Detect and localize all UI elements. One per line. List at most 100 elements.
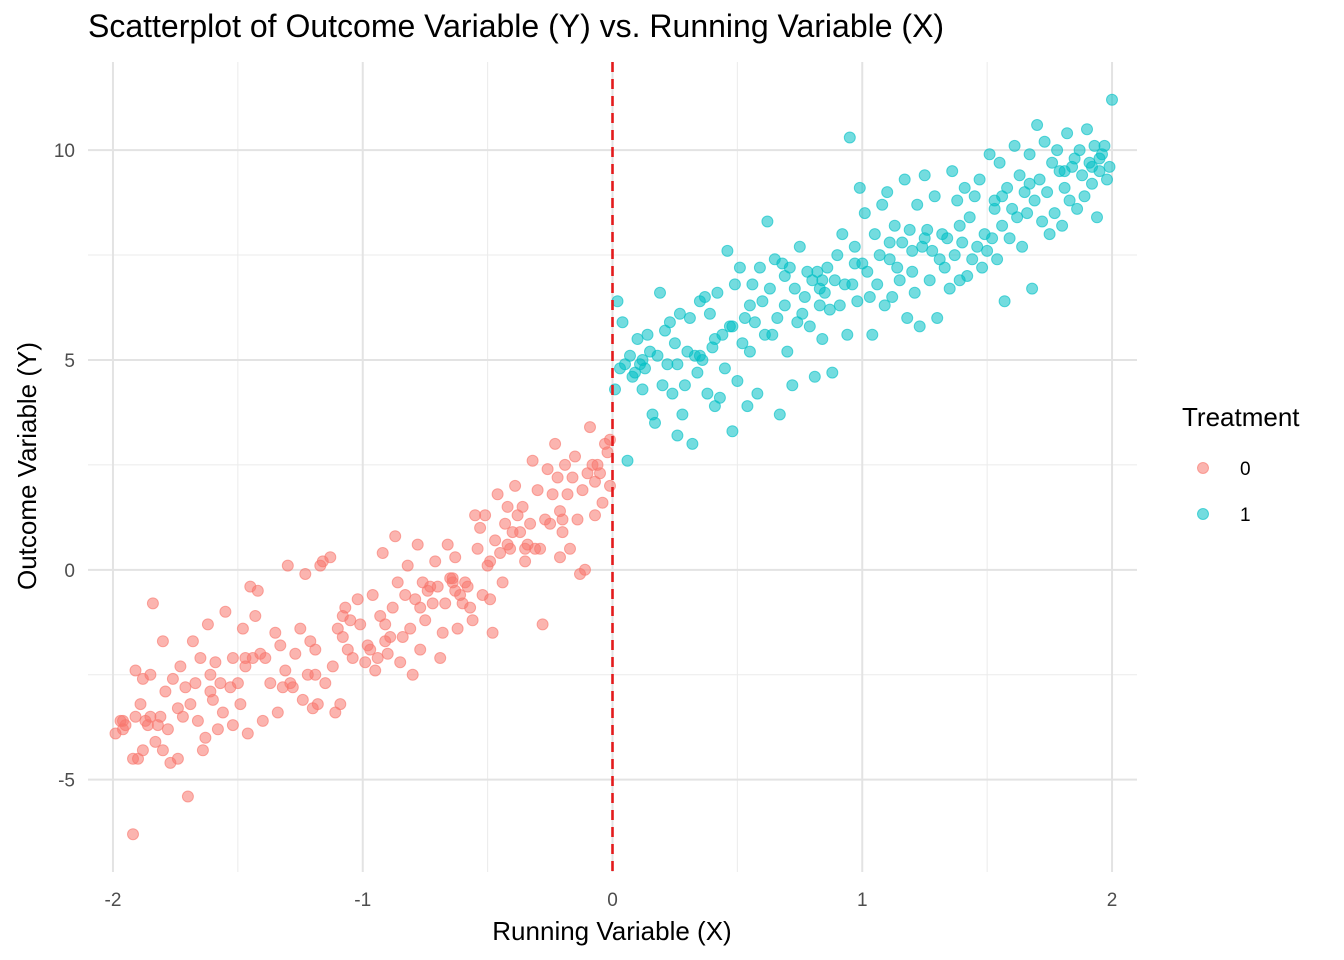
data-point-treatment-0 — [584, 421, 596, 434]
data-point-treatment-1 — [848, 240, 861, 253]
data-point-treatment-1 — [663, 316, 676, 329]
data-point-treatment-1 — [988, 202, 1001, 215]
data-point-treatment-1 — [743, 299, 756, 312]
data-point-treatment-0 — [354, 618, 367, 631]
data-point-treatment-1 — [778, 270, 791, 282]
scatter-points — [109, 93, 1118, 841]
data-point-treatment-0 — [379, 618, 392, 631]
data-point-treatment-1 — [1048, 207, 1061, 220]
data-point-treatment-0 — [174, 660, 187, 673]
data-point-treatment-1 — [671, 429, 684, 442]
data-point-treatment-1 — [761, 215, 774, 228]
data-point-treatment-1 — [738, 312, 751, 324]
data-point-treatment-1 — [1041, 186, 1054, 199]
data-point-treatment-1 — [958, 181, 971, 194]
data-point-treatment-0 — [214, 677, 227, 690]
data-point-treatment-0 — [394, 656, 407, 669]
data-point-treatment-1 — [726, 425, 739, 438]
data-point-treatment-0 — [171, 752, 184, 765]
data-point-treatment-1 — [883, 236, 896, 249]
data-point-treatment-1 — [1051, 144, 1064, 157]
x-tick-label: 2 — [1107, 890, 1118, 911]
x-axis-ticks: -2 -1 0 1 2 — [105, 890, 1118, 911]
data-point-treatment-0 — [571, 513, 584, 526]
data-point-treatment-0 — [181, 790, 194, 803]
data-point-treatment-1 — [796, 307, 809, 320]
data-point-treatment-1 — [781, 345, 794, 358]
data-point-treatment-0 — [446, 572, 459, 585]
data-point-treatment-0 — [319, 677, 332, 690]
data-point-treatment-1 — [624, 349, 636, 362]
legend-swatch-1 — [1197, 508, 1209, 520]
data-point-treatment-0 — [189, 677, 202, 690]
data-point-treatment-0 — [226, 719, 239, 732]
data-point-treatment-1 — [903, 223, 916, 236]
data-point-treatment-0 — [491, 488, 504, 501]
legend-swatch-0 — [1197, 462, 1209, 474]
data-point-treatment-1 — [671, 358, 684, 371]
data-point-treatment-0 — [129, 710, 142, 723]
x-tick-label: 0 — [607, 890, 618, 911]
data-point-treatment-0 — [381, 647, 394, 660]
data-point-treatment-1 — [691, 366, 704, 379]
data-point-treatment-1 — [676, 408, 689, 421]
data-point-treatment-0 — [441, 538, 454, 551]
data-point-treatment-0 — [371, 652, 384, 664]
data-point-treatment-0 — [241, 727, 254, 740]
data-point-treatment-1 — [821, 261, 834, 274]
data-point-treatment-0 — [334, 698, 347, 711]
data-point-treatment-0 — [379, 635, 392, 648]
data-point-treatment-0 — [159, 685, 172, 698]
data-point-treatment-0 — [336, 610, 349, 622]
data-point-treatment-0 — [566, 471, 579, 484]
data-point-treatment-0 — [399, 589, 412, 601]
data-point-treatment-0 — [256, 714, 269, 727]
data-point-treatment-0 — [536, 618, 549, 631]
data-point-treatment-0 — [194, 652, 207, 664]
data-point-treatment-0 — [501, 500, 514, 513]
data-point-treatment-0 — [156, 744, 169, 757]
data-point-treatment-0 — [486, 626, 499, 639]
data-point-treatment-1 — [1026, 282, 1039, 295]
data-point-treatment-1 — [751, 387, 764, 400]
data-point-treatment-1 — [733, 261, 746, 274]
data-point-treatment-1 — [1093, 152, 1106, 165]
y-tick-label: 10 — [54, 141, 75, 162]
data-point-treatment-1 — [998, 295, 1011, 308]
data-point-treatment-1 — [896, 236, 909, 249]
data-point-treatment-1 — [1016, 240, 1029, 253]
data-point-treatment-1 — [948, 249, 961, 262]
data-point-treatment-1 — [1073, 144, 1086, 157]
data-point-treatment-0 — [144, 668, 157, 681]
data-point-treatment-1 — [778, 299, 791, 312]
data-point-treatment-1 — [841, 328, 854, 341]
data-point-treatment-0 — [364, 643, 377, 656]
data-point-treatment-1 — [853, 181, 866, 194]
data-point-treatment-0 — [324, 551, 337, 564]
data-point-treatment-0 — [196, 744, 209, 757]
data-point-treatment-1 — [996, 219, 1009, 232]
data-point-treatment-1 — [1036, 215, 1049, 228]
data-point-treatment-1 — [718, 362, 731, 375]
data-point-treatment-1 — [746, 278, 759, 291]
data-point-treatment-1 — [876, 198, 889, 211]
data-point-treatment-0 — [236, 622, 249, 635]
data-point-treatment-1 — [968, 190, 981, 203]
data-point-treatment-0 — [209, 656, 222, 669]
data-point-treatment-1 — [1076, 169, 1089, 182]
data-point-treatment-0 — [429, 555, 442, 568]
data-point-treatment-0 — [351, 593, 364, 606]
data-point-treatment-1 — [1023, 148, 1036, 161]
data-point-treatment-0 — [309, 668, 322, 681]
data-point-treatment-1 — [631, 333, 644, 345]
data-point-treatment-0 — [271, 706, 284, 719]
data-point-treatment-0 — [279, 664, 292, 677]
data-point-treatment-1 — [951, 194, 964, 207]
data-point-treatment-1 — [886, 291, 899, 303]
data-point-treatment-0 — [136, 744, 149, 757]
data-point-treatment-1 — [833, 299, 846, 312]
data-point-treatment-1 — [654, 286, 666, 299]
data-point-treatment-1 — [966, 253, 979, 266]
data-point-treatment-1 — [816, 274, 829, 287]
